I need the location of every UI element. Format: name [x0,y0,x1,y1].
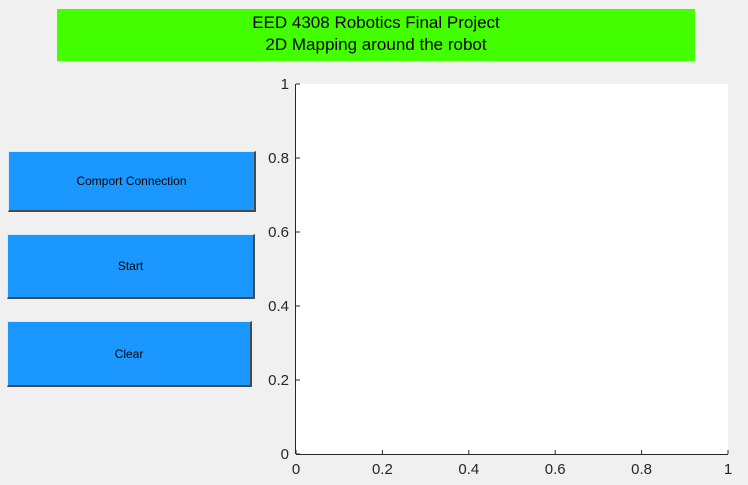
plot-area[interactable] [296,84,728,454]
x-tick-label: 0 [292,461,300,478]
y-tick-label: 1 [281,76,289,93]
x-tick-label: 0.6 [545,461,566,478]
x-tick-label: 0.4 [458,461,479,478]
y-tick-label: 0.2 [268,372,289,389]
start-label: Start [117,259,144,273]
y-tick-label: 0 [281,446,289,463]
y-tick-label: 0.4 [268,298,289,315]
axis-lines [295,84,728,455]
title-line-2: 2D Mapping around the robot [265,35,487,54]
title-banner: EED 4308 Robotics Final Project 2D Mappi… [57,9,695,61]
start-button[interactable]: Start [7,234,255,299]
comport-connection-label: Comport Connection [76,174,187,188]
x-axis: 0 0.2 0.4 0.6 0.8 1 [292,450,732,478]
clear-label: Clear [114,346,144,361]
x-tick-label: 1 [724,461,732,478]
x-tick-label: 0.2 [372,461,393,478]
y-axis: 0 0.2 0.4 0.6 0.8 1 [268,76,300,463]
y-tick-label: 0.6 [268,224,289,241]
comport-connection-button[interactable]: Comport Connection [8,151,256,212]
y-tick-label: 0.8 [268,150,289,167]
x-tick-label: 0.8 [631,461,652,478]
title-line-1: EED 4308 Robotics Final Project [252,13,500,32]
clear-button[interactable]: Clear [7,321,252,387]
